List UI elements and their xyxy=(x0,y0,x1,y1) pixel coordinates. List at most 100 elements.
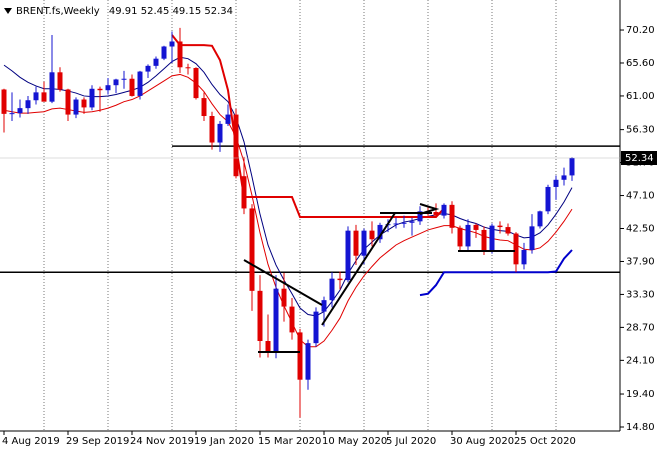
candle-body xyxy=(353,230,359,256)
y-tick-label: 24.10 xyxy=(626,355,655,366)
candle-body xyxy=(313,311,319,344)
candle-body xyxy=(73,99,79,115)
candle-body xyxy=(553,179,559,187)
candle-body xyxy=(169,41,175,47)
candle-body xyxy=(33,92,39,101)
candle-body xyxy=(297,332,303,380)
candle-body xyxy=(97,88,103,91)
trendline xyxy=(321,212,396,326)
candle-body xyxy=(121,78,127,80)
x-tick-label: 30 Aug 2020 xyxy=(450,436,514,447)
indicator-line xyxy=(171,34,445,219)
candle-body xyxy=(489,225,495,252)
candle-body xyxy=(505,227,511,234)
candle-body xyxy=(113,79,119,86)
y-tick-label: 28.70 xyxy=(626,322,655,333)
candle-body xyxy=(433,212,439,216)
ohlc-low: 49.15 xyxy=(173,6,202,17)
candle-body xyxy=(57,72,63,90)
candle-body xyxy=(161,46,167,59)
y-tick-label: 14.80 xyxy=(626,422,655,433)
candle-body xyxy=(321,300,327,312)
ohlc-close: 52.34 xyxy=(204,6,233,17)
candle-body xyxy=(201,98,207,117)
y-tick-label: 19.40 xyxy=(626,389,655,400)
candle-body xyxy=(177,41,183,68)
symbol: BRENT.fs,Weekly xyxy=(16,6,100,17)
candle-body xyxy=(249,208,255,291)
candle-body xyxy=(81,99,87,108)
candle-body xyxy=(497,225,503,228)
candle-body xyxy=(409,221,415,223)
candle-body xyxy=(537,211,543,227)
y-tick-label: 61.00 xyxy=(626,91,655,102)
candle-body xyxy=(65,89,71,115)
header: BRENT.fs,Weekly 49.91 52.45 49.15 52.34 xyxy=(16,6,233,17)
candle-body xyxy=(337,278,343,281)
candle-body xyxy=(273,288,279,352)
candle-body xyxy=(1,89,7,114)
y-tick-label: 56.30 xyxy=(626,125,655,136)
candle-body xyxy=(417,211,423,222)
y-tick-label: 47.10 xyxy=(626,191,655,202)
candle-body xyxy=(209,116,215,143)
y-tick-label: 42.50 xyxy=(626,224,655,235)
y-tick-label: 70.20 xyxy=(626,25,655,36)
last-price-label: 52.34 xyxy=(625,153,654,164)
trendline xyxy=(243,259,323,306)
candle-body xyxy=(185,67,191,69)
candles xyxy=(1,27,575,418)
x-tick-label: 24 Nov 2019 xyxy=(130,436,194,447)
candle-body xyxy=(265,341,271,352)
y-tick-label: 33.30 xyxy=(626,289,655,300)
y-tick-label: 37.90 xyxy=(626,256,655,267)
y-tick-label: 65.60 xyxy=(626,58,655,69)
candle-body xyxy=(193,67,199,99)
ohlc-high: 52.45 xyxy=(141,6,170,17)
candle-body xyxy=(513,233,519,265)
candle-body xyxy=(393,223,399,225)
candle-body xyxy=(521,250,527,265)
candle-body xyxy=(217,123,223,143)
candle-body xyxy=(369,230,375,240)
candle-body xyxy=(361,230,367,256)
menu-icon[interactable] xyxy=(4,8,12,14)
x-tick-label: 10 May 2020 xyxy=(322,436,387,447)
x-tick-label: 29 Sep 2019 xyxy=(66,436,129,447)
candle-body xyxy=(153,58,159,66)
candle-body xyxy=(17,108,23,114)
candle-body xyxy=(137,71,143,96)
indicator-line xyxy=(419,249,573,297)
x-tick-label: 5 Jul 2020 xyxy=(386,436,436,447)
candle-body xyxy=(25,100,31,109)
candle-body xyxy=(569,157,575,176)
candle-body xyxy=(529,226,535,251)
candle-body xyxy=(441,204,447,216)
candle-body xyxy=(9,113,15,115)
arrow xyxy=(419,203,440,215)
candle-body xyxy=(49,72,55,102)
candle-body xyxy=(105,85,111,91)
candle-body xyxy=(561,175,567,180)
candle-body xyxy=(241,176,247,209)
candle-body xyxy=(449,204,455,228)
candle-body xyxy=(305,343,311,380)
candle-body xyxy=(225,114,231,124)
candle-body xyxy=(129,78,135,96)
candle-body xyxy=(345,230,351,281)
candle-body xyxy=(281,288,287,307)
candle-body xyxy=(329,278,335,301)
indicators xyxy=(3,34,573,348)
annotations xyxy=(243,203,515,353)
candle-body xyxy=(481,229,487,252)
x-tick-label: 25 Oct 2020 xyxy=(514,436,576,447)
ohlc-open: 49.91 xyxy=(109,6,138,17)
candle-body xyxy=(401,222,407,224)
x-tick-label: 4 Aug 2019 xyxy=(2,436,60,447)
candle-body xyxy=(457,227,463,247)
candle-body xyxy=(545,186,551,212)
x-tick-label: 15 Mar 2020 xyxy=(258,436,321,447)
candle-body xyxy=(145,65,151,72)
